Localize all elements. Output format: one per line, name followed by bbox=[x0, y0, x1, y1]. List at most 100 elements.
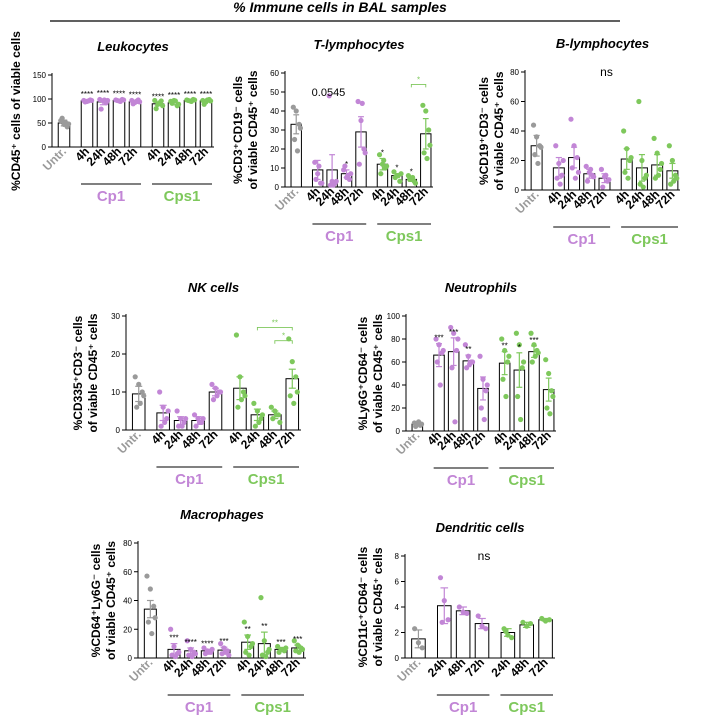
data-point bbox=[179, 423, 185, 429]
data-point bbox=[136, 381, 142, 387]
y-axis-label: %CD19⁺CD3⁻ cells bbox=[477, 77, 491, 185]
data-point bbox=[256, 419, 262, 425]
significance-label: **** bbox=[168, 91, 180, 100]
y-tick-label: 150 bbox=[33, 71, 47, 80]
data-point bbox=[263, 653, 269, 660]
significance-label: **** bbox=[184, 90, 196, 99]
data-point bbox=[381, 157, 387, 163]
data-point bbox=[464, 610, 470, 616]
data-point bbox=[145, 619, 152, 625]
y-tick-label: 60 bbox=[123, 568, 132, 577]
chart-nk-cells: NK cells %CD335⁺CD3⁻ cells of viable CD45⁺… bbox=[71, 280, 301, 488]
data-point bbox=[270, 416, 276, 422]
data-point bbox=[480, 376, 486, 382]
data-point bbox=[160, 404, 166, 410]
data-point bbox=[424, 155, 430, 162]
data-point bbox=[413, 423, 419, 429]
data-point bbox=[427, 142, 433, 148]
y-tick-label: 0 bbox=[515, 186, 520, 195]
data-point bbox=[162, 419, 168, 425]
data-point bbox=[66, 121, 72, 127]
data-point bbox=[519, 365, 525, 371]
bracket-label: * bbox=[417, 75, 420, 84]
bar bbox=[538, 619, 553, 659]
data-point bbox=[299, 646, 306, 652]
data-point bbox=[481, 416, 487, 423]
data-point bbox=[639, 157, 645, 164]
data-point bbox=[134, 404, 140, 410]
data-point bbox=[326, 93, 332, 99]
data-point bbox=[529, 359, 535, 365]
data-point bbox=[625, 175, 631, 181]
data-point bbox=[554, 175, 560, 181]
group-label: Cp1 bbox=[449, 699, 477, 716]
significance-label: * bbox=[381, 149, 384, 158]
data-point bbox=[147, 586, 153, 592]
data-point bbox=[245, 633, 251, 640]
data-point bbox=[502, 347, 508, 354]
x-tick-label: 72h bbox=[196, 427, 221, 452]
data-point bbox=[669, 157, 675, 164]
data-point bbox=[412, 626, 418, 632]
data-point bbox=[475, 613, 481, 619]
data-point bbox=[218, 641, 224, 647]
x-tick-label: 72h bbox=[205, 655, 230, 680]
data-point bbox=[423, 108, 429, 114]
data-point bbox=[603, 172, 609, 178]
data-point bbox=[258, 595, 264, 601]
data-point bbox=[636, 98, 642, 105]
data-point bbox=[455, 336, 461, 342]
data-point bbox=[176, 649, 182, 655]
significance-label: **** bbox=[113, 89, 125, 98]
data-point bbox=[520, 619, 526, 625]
data-point bbox=[355, 98, 361, 105]
data-point bbox=[559, 172, 565, 178]
data-point bbox=[530, 122, 537, 128]
group-label: Cps1 bbox=[631, 231, 668, 248]
data-point bbox=[266, 646, 272, 652]
y-tick-label: 50 bbox=[270, 88, 279, 97]
data-point bbox=[359, 100, 365, 106]
data-point bbox=[657, 166, 663, 172]
data-point bbox=[557, 181, 563, 187]
data-point bbox=[454, 347, 460, 354]
data-point bbox=[437, 575, 444, 581]
y-tick-label: 30 bbox=[111, 312, 120, 321]
data-point bbox=[291, 638, 297, 644]
data-point bbox=[421, 150, 427, 156]
data-point bbox=[273, 412, 279, 418]
y-tick-label: 20 bbox=[510, 157, 519, 166]
y-axis-label: of viable CD45⁺ cells bbox=[86, 313, 100, 432]
data-point bbox=[437, 382, 443, 388]
data-point bbox=[191, 412, 198, 418]
data-point bbox=[165, 408, 171, 414]
y-tick-label: 80 bbox=[123, 539, 132, 548]
data-point bbox=[251, 400, 257, 406]
group-label: Cps1 bbox=[254, 699, 291, 716]
data-point bbox=[534, 134, 540, 140]
significance-label: *** bbox=[293, 635, 302, 644]
chart-title: Dendritic cells bbox=[436, 520, 525, 535]
data-point bbox=[409, 174, 416, 181]
y-axis-label: %CD45⁺ cells of viable cells bbox=[9, 31, 23, 191]
y-axis-label: of viable CD45⁺ cells bbox=[104, 541, 118, 660]
data-point bbox=[242, 393, 248, 399]
y-tick-label: 80 bbox=[510, 68, 519, 77]
x-tick-label: 72h bbox=[653, 187, 678, 212]
data-point bbox=[293, 108, 299, 114]
y-tick-label: 0 bbox=[116, 426, 121, 435]
data-point bbox=[214, 393, 220, 399]
data-point bbox=[149, 630, 155, 637]
significance-bracket bbox=[410, 83, 427, 88]
data-point bbox=[666, 143, 672, 149]
data-point bbox=[569, 165, 575, 171]
y-tick-label: 40 bbox=[391, 381, 400, 390]
data-point bbox=[483, 388, 489, 394]
data-point bbox=[415, 640, 422, 646]
data-point bbox=[539, 615, 545, 622]
data-point bbox=[238, 397, 245, 403]
data-point bbox=[547, 411, 553, 417]
data-point bbox=[538, 144, 544, 150]
data-point bbox=[348, 171, 354, 177]
significance-label: ** bbox=[502, 342, 508, 351]
